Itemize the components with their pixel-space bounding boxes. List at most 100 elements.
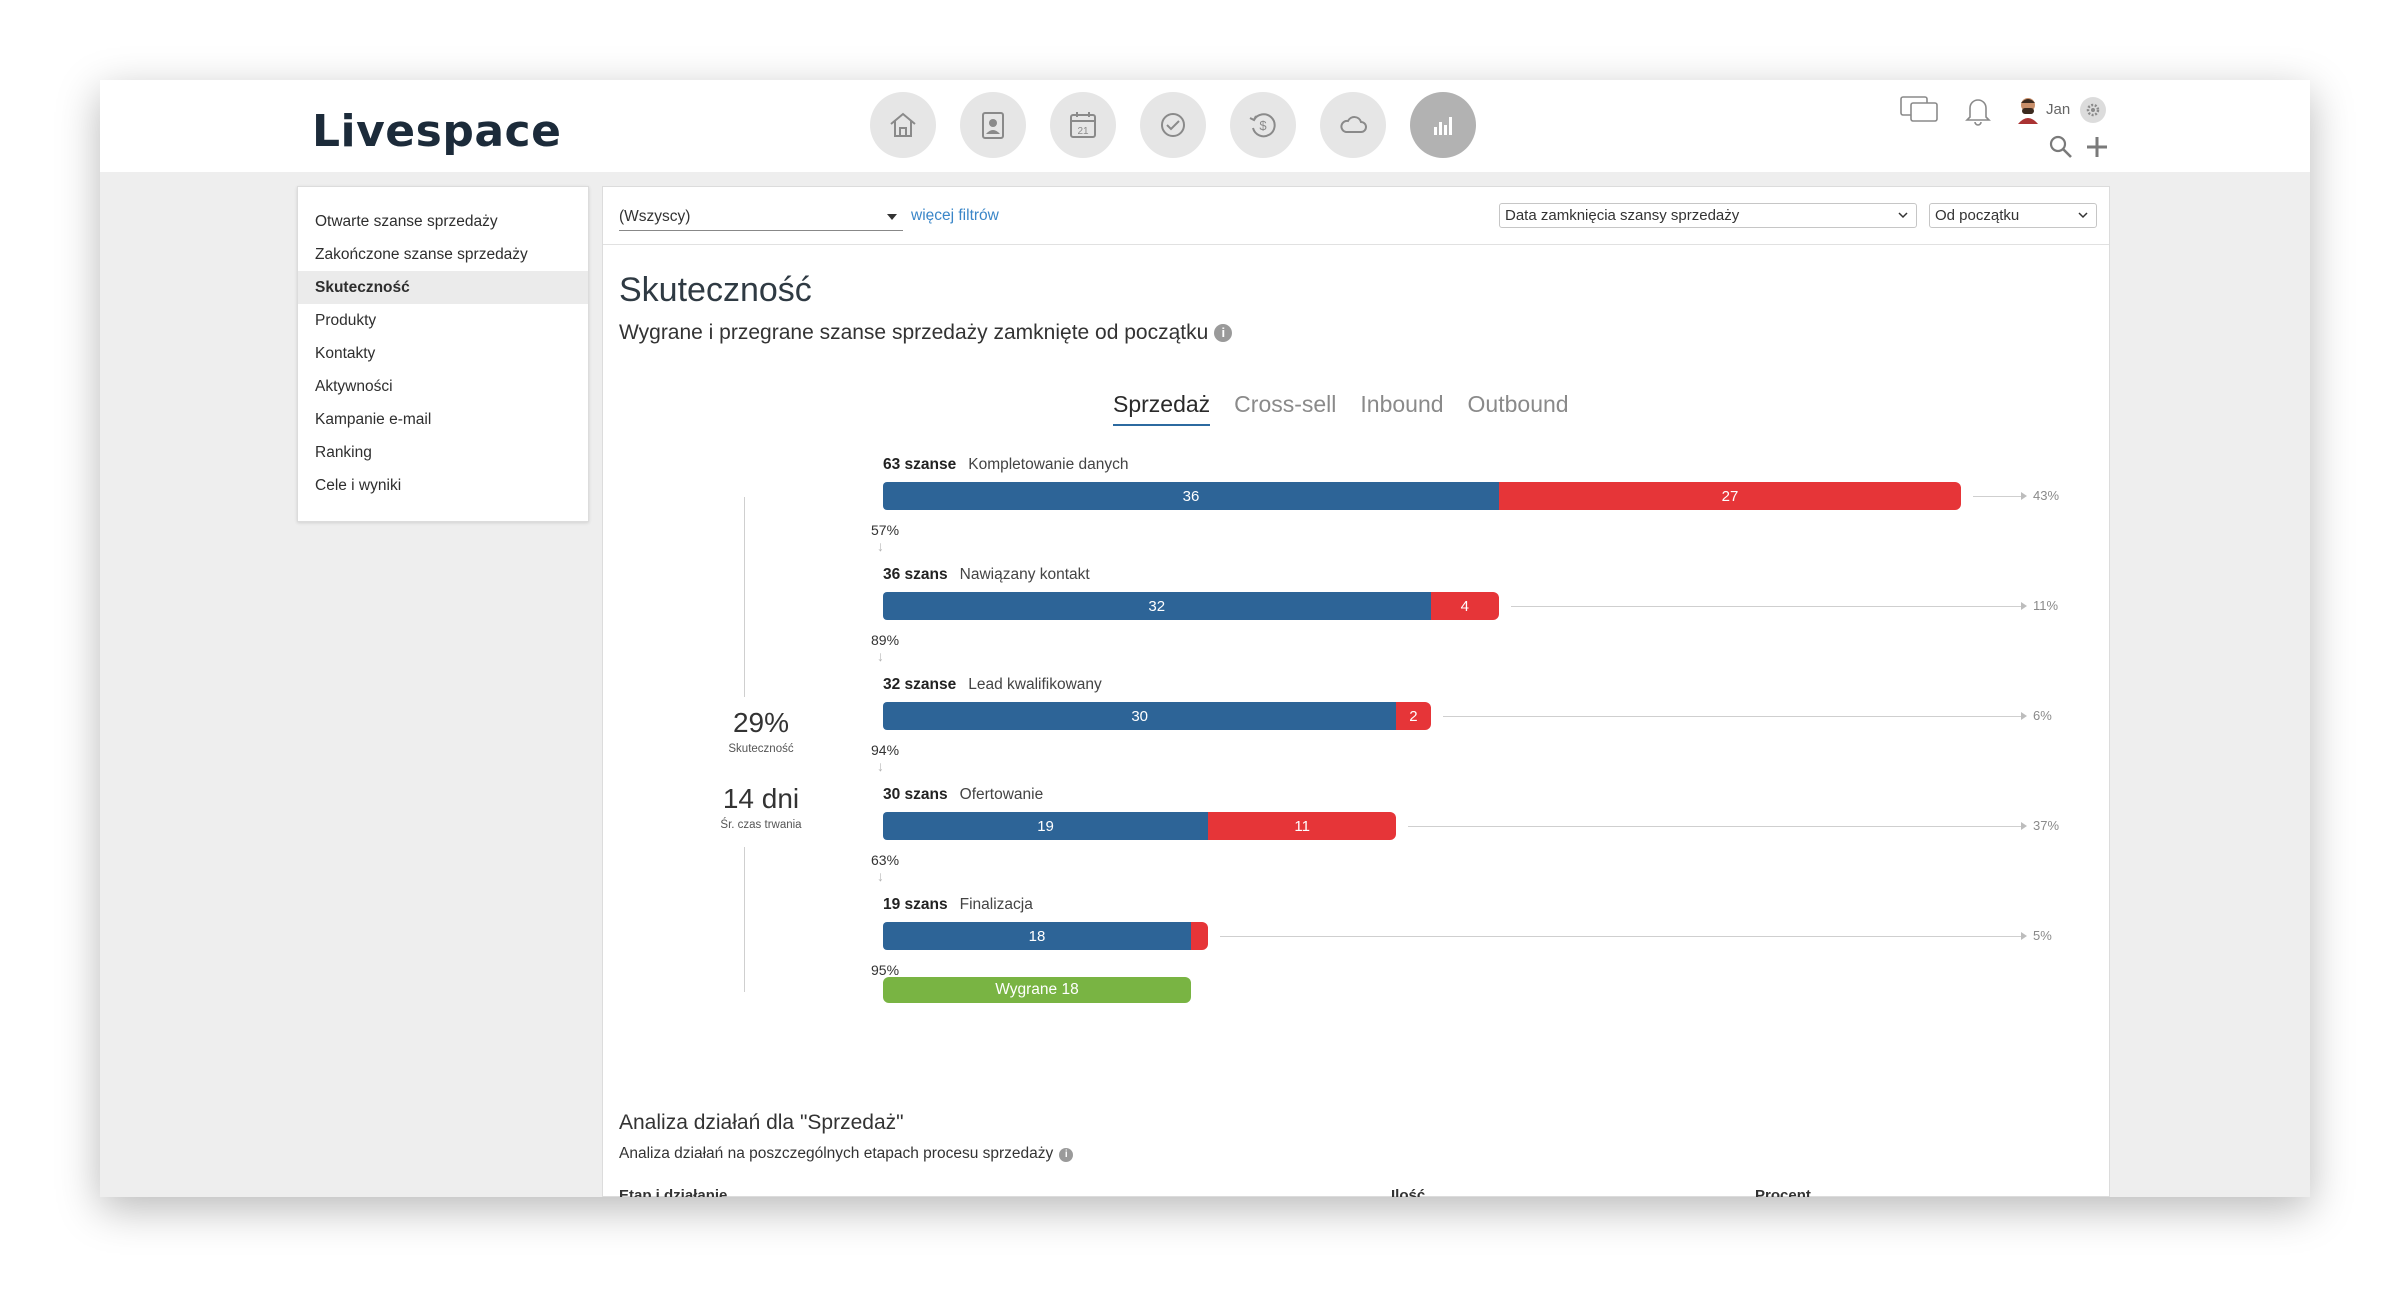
main-nav: 21 $ — [870, 92, 1476, 158]
app-logo[interactable]: Livespace — [312, 106, 562, 157]
arrow-down-icon: ↓ — [877, 648, 884, 664]
stage-bar[interactable]: 32 4 — [883, 592, 1499, 620]
nav-deals-button[interactable]: $ — [1230, 92, 1296, 158]
report-panel: (Wszyscy) więcej filtrów Data zamknięcia… — [602, 186, 2110, 1197]
stage-header: 19 szans Finalizacja — [883, 896, 1033, 914]
avatar[interactable] — [2016, 96, 2040, 124]
reports-icon — [1434, 117, 1452, 135]
stage-header: 30 szans Ofertowanie — [883, 786, 1043, 804]
sidebar-item[interactable]: Aktywności — [315, 378, 393, 395]
pipeline-tab[interactable]: Outbound — [1467, 391, 1569, 417]
date-field-select[interactable]: Data zamknięcia szansy sprzedaży — [1499, 203, 1917, 228]
sidebar-item[interactable]: Kampanie e-mail — [315, 411, 432, 428]
sidebar-item[interactable]: Kontakty — [315, 345, 376, 362]
stage-name: Kompletowanie danych — [968, 456, 1129, 473]
stage-name: Lead kwalifikowany — [968, 676, 1102, 693]
top-bar: Livespace 21 $ — [100, 80, 2310, 172]
sidebar-item[interactable]: Skuteczność — [298, 271, 588, 304]
add-icon[interactable] — [2084, 134, 2110, 160]
lost-percent: 6% — [2033, 708, 2052, 723]
sidebar-item[interactable]: Produkty — [315, 312, 377, 329]
win-rate-value: 29% — [732, 707, 790, 738]
lost-segment[interactable]: 27 — [1499, 482, 1961, 510]
info-icon[interactable]: i — [1214, 324, 1233, 342]
analysis-col-percent: Procent — [1755, 1187, 1811, 1197]
stage-bar[interactable]: 19 11 — [883, 812, 1397, 840]
arrow-down-icon: ↓ — [877, 758, 884, 774]
date-field-value: Data zamknięcia szansy sprzedaży — [1505, 207, 1740, 224]
nav-calendar-button[interactable]: 21 — [1050, 92, 1116, 158]
stage-bar[interactable]: 36 27 — [883, 482, 1961, 510]
stage-bar[interactable]: 18 — [883, 922, 1209, 950]
page-subtitle-text: Wygrane i przegrane szanse sprzedaży zam… — [619, 321, 1209, 344]
nav-home-button[interactable] — [870, 92, 936, 158]
pipeline-tab[interactable]: Inbound — [1360, 391, 1444, 417]
final-won-bar[interactable]: Wygrane 18 — [883, 977, 1191, 1003]
arrow-down-icon: ↓ — [877, 868, 884, 884]
nav-tasks-button[interactable] — [1140, 92, 1206, 158]
bell-icon[interactable] — [1964, 94, 1992, 126]
lost-line — [1408, 826, 2023, 827]
pipeline-tab[interactable]: Cross-sell — [1234, 391, 1337, 417]
pipeline-tab[interactable]: Sprzedaż — [1113, 391, 1211, 426]
contacts-icon — [982, 112, 1004, 139]
user-name[interactable]: Jan — [2046, 101, 2071, 118]
page-subtitle: Wygrane i przegrane szanse sprzedaży zam… — [619, 321, 1233, 345]
stage-header: 36 szans Nawiązany kontakt — [883, 566, 1090, 584]
chevron-down-icon — [1898, 212, 1908, 219]
lost-segment[interactable]: 2 — [1396, 702, 1431, 730]
funnel-chart: 29% Skuteczność 14 dni Śr. czas trwania … — [603, 187, 2109, 1197]
won-segment[interactable]: 32 — [883, 592, 1431, 620]
lost-segment[interactable]: 4 — [1430, 592, 1499, 620]
sidebar-item[interactable]: Cele i wyniki — [315, 477, 402, 494]
deals-icon: $ — [1249, 113, 1276, 138]
chat-icon[interactable] — [1900, 96, 1938, 124]
stage-count: 30 szans — [883, 786, 948, 803]
arrow-right-icon — [2021, 932, 2027, 940]
gear-icon[interactable] — [2080, 97, 2106, 123]
analysis-subtitle: Analiza działań na poszczególnych etapac… — [619, 1145, 1074, 1163]
tasks-icon — [1161, 113, 1185, 137]
period-select[interactable]: Od początku — [1929, 203, 2097, 228]
nav-contacts-button[interactable] — [960, 92, 1026, 158]
sidebar-item[interactable]: Zakończone szanse sprzedaży — [315, 246, 528, 263]
won-segment[interactable]: 36 — [883, 482, 1499, 510]
sidebar-item[interactable]: Ranking — [315, 444, 372, 461]
conversion-rate: 57% — [871, 522, 900, 538]
stage-count: 32 szanse — [883, 676, 957, 693]
arrow-right-icon — [2021, 712, 2027, 720]
svg-text:$: $ — [1259, 118, 1267, 133]
search-icon[interactable] — [2048, 134, 2074, 160]
sidebar-item[interactable]: Otwarte szanse sprzedaży — [315, 213, 498, 230]
nav-cloud-button[interactable] — [1320, 92, 1386, 158]
stage-count: 19 szans — [883, 896, 948, 913]
lost-percent: 43% — [2033, 488, 2060, 503]
owner-filter-value: (Wszyscy) — [619, 208, 691, 225]
won-segment[interactable]: 30 — [883, 702, 1397, 730]
lost-segment[interactable] — [1191, 922, 1209, 950]
owner-filter[interactable]: (Wszyscy) — [619, 203, 903, 231]
lost-percent: 5% — [2033, 928, 2052, 943]
more-filters-link[interactable]: więcej filtrów — [911, 207, 999, 224]
cloud-icon — [1340, 116, 1367, 133]
lost-percent: 37% — [2033, 818, 2060, 833]
lost-segment[interactable]: 11 — [1208, 812, 1397, 840]
stage-header: 63 szanse Kompletowanie danych — [883, 456, 1129, 474]
stage-name: Finalizacja — [959, 896, 1033, 913]
won-segment[interactable]: 18 — [883, 922, 1191, 950]
avg-duration-value: 14 dni — [722, 783, 800, 814]
win-rate-label: Skuteczność — [728, 743, 794, 755]
info-icon[interactable]: i — [1059, 1148, 1074, 1162]
lost-line — [1220, 936, 2023, 937]
arrow-down-icon: ↓ — [877, 538, 884, 554]
lost-line — [1973, 496, 2023, 497]
caret-down-icon — [887, 214, 897, 220]
stage-name: Nawiązany kontakt — [959, 566, 1090, 583]
stage-name: Ofertowanie — [959, 786, 1044, 803]
stage-bar[interactable]: 30 2 — [883, 702, 1431, 730]
analysis-col-count: Ilość — [1391, 1187, 1426, 1197]
arrow-right-icon — [2021, 602, 2027, 610]
analysis-subtitle-text: Analiza działań na poszczególnych etapac… — [619, 1145, 1054, 1162]
nav-reports-button[interactable] — [1410, 92, 1476, 158]
won-segment[interactable]: 19 — [883, 812, 1209, 840]
